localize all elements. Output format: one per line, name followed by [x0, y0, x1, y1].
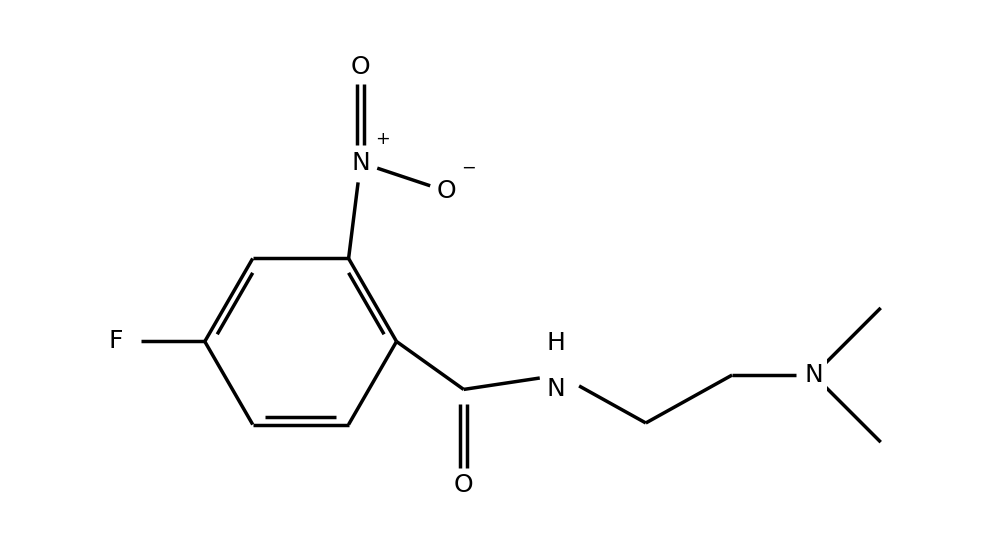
Text: O: O	[350, 55, 370, 79]
Text: N: N	[351, 151, 369, 174]
Text: N: N	[546, 376, 565, 401]
Text: N: N	[803, 363, 822, 387]
Text: O: O	[436, 179, 456, 203]
Text: O: O	[453, 473, 473, 497]
Text: F: F	[108, 330, 123, 353]
Text: −: −	[460, 159, 475, 177]
Text: +: +	[374, 130, 389, 148]
Text: H: H	[546, 331, 565, 355]
